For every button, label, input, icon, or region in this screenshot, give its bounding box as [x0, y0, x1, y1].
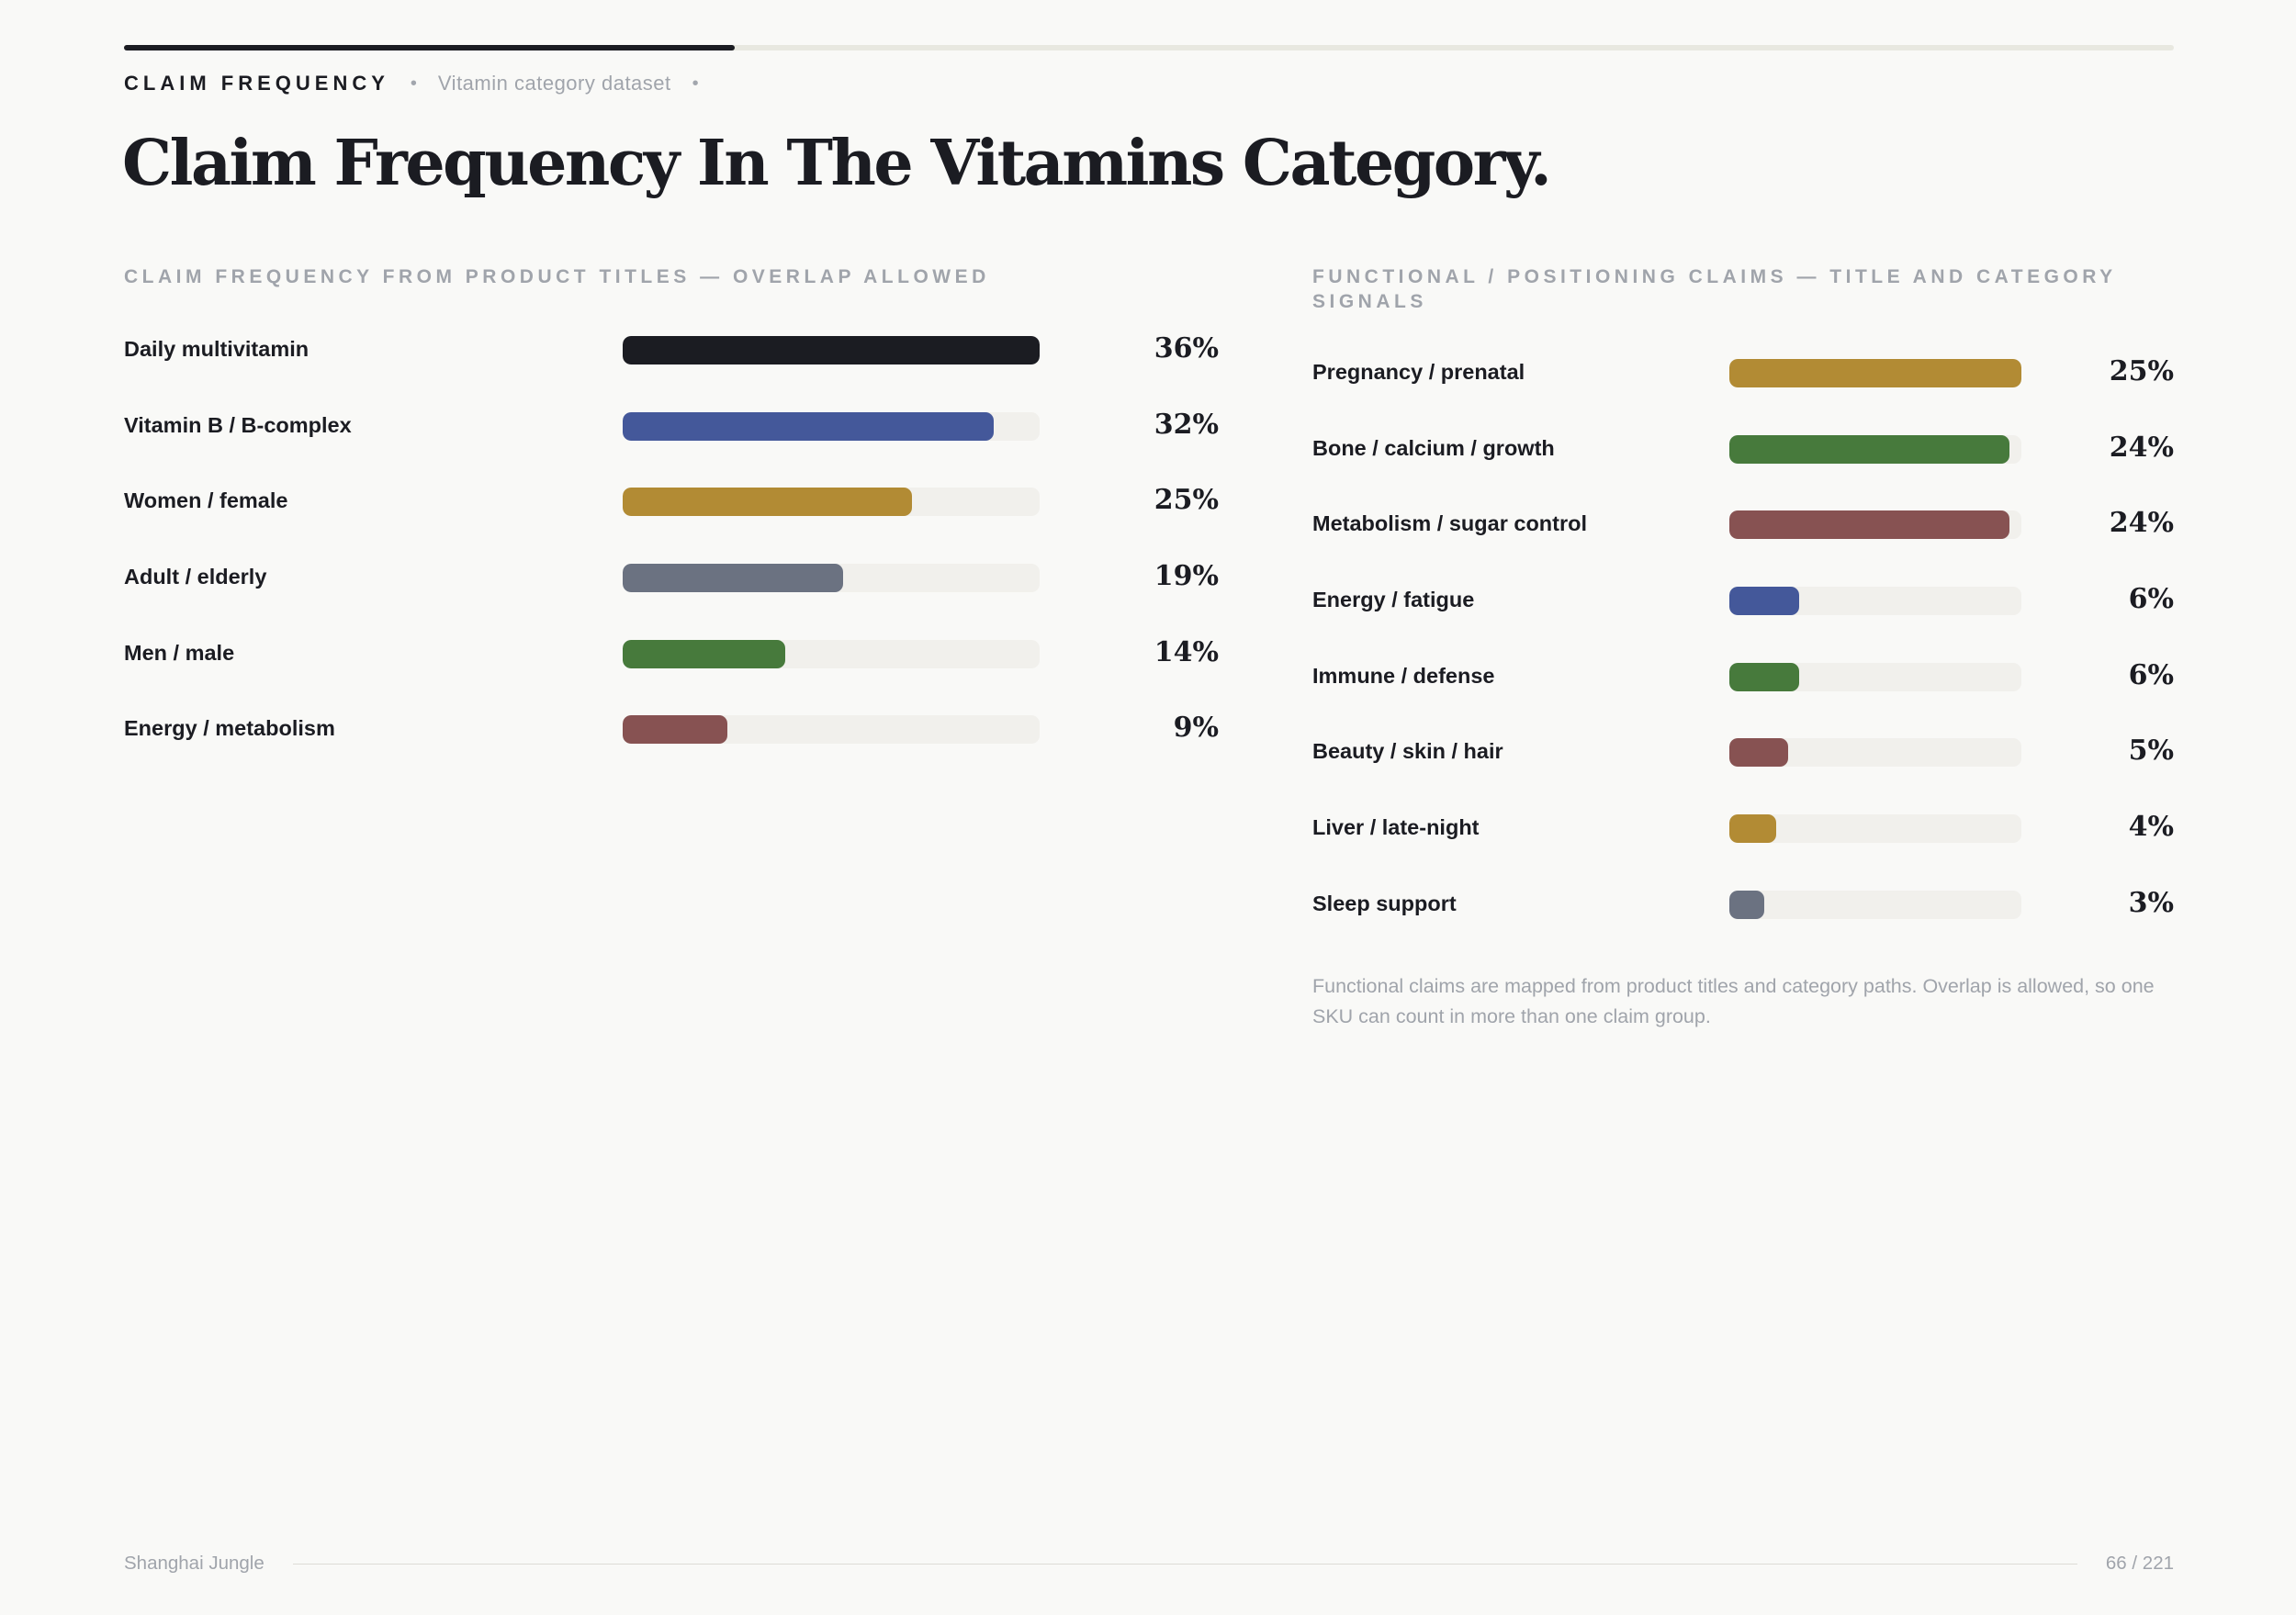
bar-category-label: Pregnancy / prenatal	[1312, 360, 1525, 384]
bar-category-label: Liver / late-night	[1312, 815, 1480, 840]
bar-track	[1729, 359, 2021, 387]
bar-track	[1729, 738, 2021, 768]
bar-row: Daily multivitamin 36%	[124, 332, 1219, 409]
bar-category-label: Energy / fatigue	[1312, 588, 1475, 612]
bar	[1729, 510, 2010, 540]
bar-row: Pregnancy / prenatal 25%	[1312, 355, 2174, 432]
progress-fill	[124, 45, 736, 50]
claim-frequency-panel: CLAIM FREQUENCY FROM PRODUCT TITLES — OV…	[124, 264, 1219, 789]
bar-value-label: 24%	[2109, 431, 2174, 464]
bar-track	[1729, 890, 2021, 919]
bar	[1729, 359, 2021, 387]
bar-row: Sleep support 3%	[1312, 886, 2174, 964]
bar-row: Metabolism / sugar control 24%	[1312, 507, 2174, 584]
section-label: CLAIM FREQUENCY FROM PRODUCT TITLES — OV…	[124, 266, 990, 287]
bar	[623, 336, 1040, 364]
bar-category-label: Metabolism / sugar control	[1312, 511, 1588, 536]
bar-row: Adult / elderly 19%	[124, 560, 1219, 637]
kicker-title: CLAIM FREQUENCY	[124, 72, 389, 95]
bar-value-label: 3%	[2128, 886, 2174, 919]
bar-value-label: 6%	[2128, 583, 2174, 616]
bar-value-label: 4%	[2128, 811, 2174, 844]
bar-chart-rows: Pregnancy / prenatal 25% Bone / calcium / …	[1312, 355, 2174, 964]
bar-row: Liver / late-night 4%	[1312, 811, 2174, 888]
page-title: Claim Frequency In The Vitamins Category…	[122, 127, 1552, 200]
bar-track	[623, 639, 1040, 668]
footer-rule	[292, 1563, 2077, 1565]
page-number: 66 / 221	[2105, 1553, 2174, 1574]
bar-row: Immune / defense 6%	[1312, 658, 2174, 736]
bar-category-label: Immune / defense	[1312, 663, 1495, 688]
separator-dot-trailing: •	[692, 73, 699, 94]
footer: Shanghai Jungle 66 / 221	[124, 1550, 2174, 1577]
bar-track	[1729, 814, 2021, 844]
bar-track	[1729, 434, 2021, 464]
bar-value-label: 25%	[1154, 484, 1219, 517]
bar-category-label: Sleep support	[1312, 891, 1457, 915]
bar-track	[1729, 587, 2021, 616]
bar-value-label: 9%	[1173, 712, 1219, 745]
bar	[1729, 587, 1800, 616]
bar-value-label: 32%	[1154, 408, 1219, 441]
bar-row: Energy / fatigue 6%	[1312, 583, 2174, 660]
bar-value-label: 25%	[2109, 355, 2174, 387]
bar	[623, 411, 994, 441]
footnote: Functional claims are mapped from produc…	[1312, 974, 2155, 1027]
bar-row: Women / female 25%	[124, 484, 1219, 561]
bar	[623, 715, 727, 745]
progress-track	[124, 45, 2174, 50]
bar-row: Beauty / skin / hair 5%	[1312, 735, 2174, 812]
bar	[1729, 738, 1788, 768]
bar	[623, 488, 913, 517]
bar-track	[623, 564, 1040, 593]
bar-row: Energy / metabolism 9%	[124, 712, 1219, 789]
bar	[623, 564, 843, 593]
bar-row: Bone / calcium / growth 24%	[1312, 432, 2174, 509]
bar-category-label: Bone / calcium / growth	[1312, 435, 1555, 460]
bar-value-label: 14%	[1154, 635, 1219, 668]
bar-chart-rows: Daily multivitamin 36% Vitamin B / B-compl…	[124, 332, 1219, 789]
bar-value-label: 24%	[2109, 507, 2174, 540]
bar-track	[1729, 662, 2021, 691]
kicker-subtitle: Vitamin category dataset	[437, 72, 671, 95]
bar-category-label: Energy / metabolism	[124, 716, 335, 741]
bar-category-label: Daily multivitamin	[124, 337, 310, 361]
bar-track	[623, 488, 1040, 517]
footer-brand: Shanghai Jungle	[124, 1553, 264, 1574]
bar-category-label: Women / female	[124, 488, 288, 513]
bar	[1729, 662, 1800, 691]
kicker: CLAIM FREQUENCY • Vitamin category datas…	[124, 70, 720, 97]
bar-value-label: 6%	[2128, 658, 2174, 691]
bar	[1729, 814, 1776, 844]
bar-track	[623, 715, 1040, 745]
bar	[1729, 890, 1765, 919]
section-label: FUNCTIONAL / POSITIONING CLAIMS — TITLE …	[1312, 266, 2117, 312]
bar-row: Men / male 14%	[124, 635, 1219, 713]
bar-row: Vitamin B / B-complex 32%	[124, 409, 1219, 486]
bar	[623, 639, 785, 668]
bar-value-label: 19%	[1154, 560, 1219, 593]
bar-value-label: 36%	[1154, 332, 1219, 364]
functional-claims-panel: FUNCTIONAL / POSITIONING CLAIMS — TITLE …	[1312, 264, 2174, 1032]
bar-value-label: 5%	[2128, 735, 2174, 768]
bar-category-label: Beauty / skin / hair	[1312, 739, 1503, 764]
bar-track	[623, 336, 1040, 364]
bar-track	[1729, 510, 2021, 540]
bar-track	[623, 411, 1040, 441]
bar	[1729, 434, 2010, 464]
bar-category-label: Vitamin B / B-complex	[124, 412, 352, 437]
bar-category-label: Men / male	[124, 640, 235, 665]
bar-category-label: Adult / elderly	[124, 565, 267, 589]
separator-dot: •	[410, 73, 417, 94]
